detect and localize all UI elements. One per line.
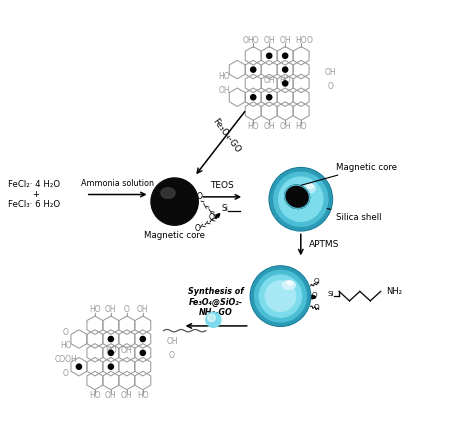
Text: HO: HO (137, 391, 149, 400)
Text: APTMS: APTMS (309, 240, 339, 249)
Circle shape (283, 81, 288, 86)
Text: O: O (124, 305, 130, 314)
Text: FeCl₂· 4 H₂O
         +
FeCl₃· 6 H₂O: FeCl₂· 4 H₂O + FeCl₃· 6 H₂O (8, 179, 60, 209)
Circle shape (269, 168, 332, 231)
Text: O: O (196, 192, 202, 201)
Text: HO: HO (295, 36, 307, 45)
Text: Magnetic core: Magnetic core (301, 163, 397, 185)
Text: OH: OH (279, 36, 291, 45)
Text: O: O (314, 278, 319, 284)
Circle shape (265, 281, 296, 311)
Text: OH: OH (279, 122, 291, 131)
Circle shape (151, 178, 198, 225)
Text: Si: Si (221, 204, 228, 213)
Circle shape (279, 177, 323, 221)
Text: OH: OH (325, 68, 336, 77)
Circle shape (270, 168, 331, 230)
Circle shape (251, 267, 310, 325)
Circle shape (255, 270, 306, 322)
Circle shape (266, 95, 272, 100)
Circle shape (206, 312, 221, 327)
Circle shape (274, 172, 328, 226)
Text: HO: HO (60, 341, 72, 351)
Text: O: O (328, 82, 333, 91)
Text: HO: HO (295, 122, 307, 131)
Text: O: O (63, 369, 69, 378)
Text: HO: HO (105, 346, 117, 355)
Text: OH: OH (166, 337, 178, 346)
Circle shape (108, 336, 113, 342)
Circle shape (283, 53, 288, 58)
Ellipse shape (285, 185, 310, 209)
Text: TEOS: TEOS (210, 181, 234, 190)
Text: OH: OH (264, 122, 275, 131)
Text: O: O (242, 36, 248, 45)
Text: HO: HO (247, 36, 259, 45)
Ellipse shape (301, 184, 315, 193)
Circle shape (108, 350, 113, 355)
Text: Magnetic core: Magnetic core (144, 231, 205, 240)
Text: HO: HO (279, 76, 291, 85)
Text: HO: HO (218, 72, 230, 81)
Text: OH: OH (121, 391, 133, 400)
Ellipse shape (307, 184, 313, 188)
Circle shape (283, 67, 288, 72)
Text: OH: OH (264, 36, 275, 45)
Ellipse shape (287, 281, 293, 285)
Text: Fe₃O₄-GO: Fe₃O₄-GO (211, 116, 243, 154)
Circle shape (251, 67, 256, 72)
Text: Silica shell: Silica shell (327, 209, 382, 222)
Text: OH: OH (218, 86, 230, 95)
Circle shape (250, 266, 311, 326)
Text: HO: HO (89, 391, 100, 400)
Circle shape (266, 53, 272, 58)
Text: OH: OH (121, 346, 133, 355)
Text: OH: OH (264, 76, 275, 85)
Text: HO: HO (247, 122, 259, 131)
Circle shape (140, 350, 146, 355)
Text: Ammonia solution: Ammonia solution (82, 179, 155, 188)
Text: O: O (169, 351, 175, 360)
Ellipse shape (282, 280, 295, 289)
Text: OH: OH (105, 391, 117, 400)
Circle shape (259, 275, 301, 317)
Circle shape (140, 336, 146, 342)
Circle shape (251, 95, 256, 100)
Circle shape (208, 314, 215, 321)
Text: O: O (209, 213, 215, 222)
Text: HO: HO (89, 305, 100, 314)
Text: COOH: COOH (55, 355, 77, 364)
Text: NH₂: NH₂ (386, 287, 402, 296)
Text: OH: OH (137, 305, 149, 314)
Text: O: O (63, 328, 69, 336)
Text: O: O (195, 224, 201, 233)
Text: Si: Si (328, 291, 334, 297)
Text: O: O (314, 304, 319, 310)
Circle shape (76, 364, 82, 369)
Text: O: O (312, 292, 317, 298)
Text: O: O (306, 36, 312, 45)
Ellipse shape (161, 188, 175, 198)
Text: OH: OH (105, 305, 117, 314)
Text: Synthesis of
Fe₃O₄@SiO₂-
NH₂-GO: Synthesis of Fe₃O₄@SiO₂- NH₂-GO (188, 288, 244, 318)
Circle shape (108, 364, 113, 369)
